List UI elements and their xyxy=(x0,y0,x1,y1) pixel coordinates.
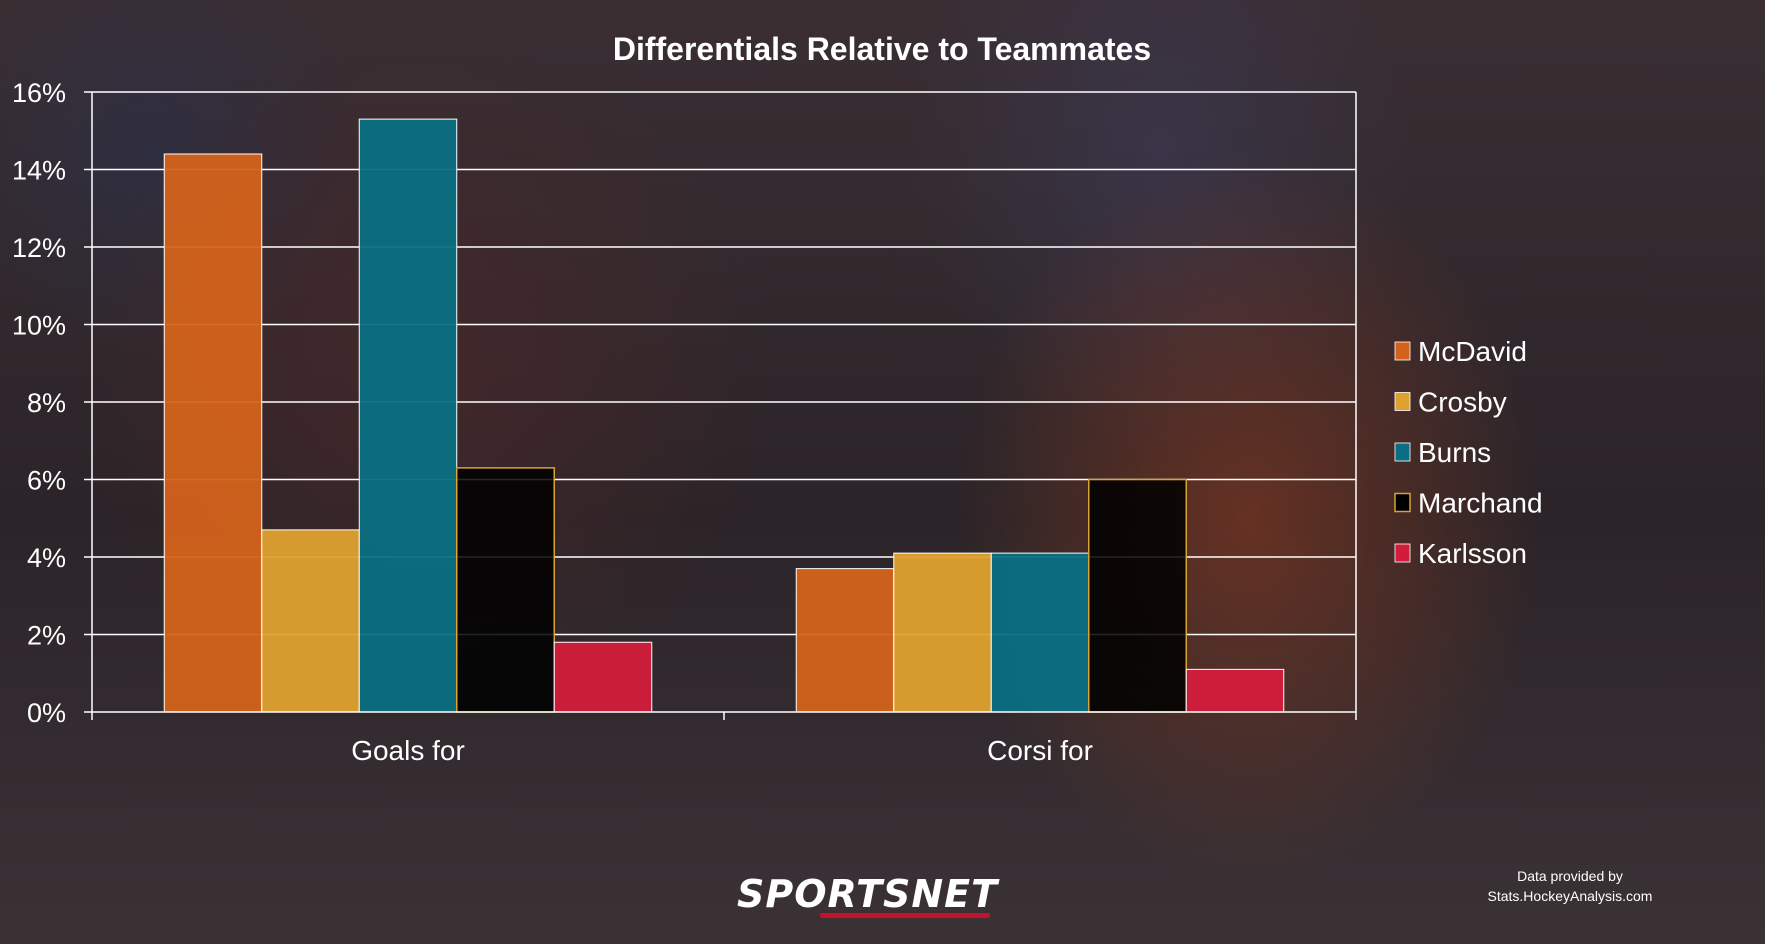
y-tick-label: 4% xyxy=(27,543,66,573)
chart-title: Differentials Relative to Teammates xyxy=(613,31,1151,67)
legend-label-burns: Burns xyxy=(1418,437,1491,468)
y-tick-label: 6% xyxy=(27,466,66,496)
y-axis-ticks: 0% 2% 4% 6% 8% 10% 12% 14% 16% xyxy=(12,78,92,728)
y-tick-label: 16% xyxy=(12,78,66,108)
credit-line-1: Data provided by xyxy=(1517,868,1623,884)
bar-crosby-corsi-for xyxy=(893,552,992,713)
bar-crosby-goals-for xyxy=(261,529,360,713)
x-category-label: Goals for xyxy=(351,735,465,766)
y-tick-label: 14% xyxy=(12,156,66,186)
legend-label-crosby: Crosby xyxy=(1418,387,1507,418)
legend-swatch-karlsson xyxy=(1394,543,1411,563)
data-credit: Data provided by Stats.HockeyAnalysis.co… xyxy=(1470,866,1670,906)
y-tick-label: 12% xyxy=(12,233,66,263)
bar-karlsson-corsi-for xyxy=(1185,668,1285,713)
bar-mcdavid-goals-for xyxy=(163,153,263,713)
legend: McDavid Crosby Burns Marchand Karlsson xyxy=(1394,336,1543,569)
x-axis-categories: Goals for Corsi for xyxy=(351,735,1093,766)
logo-underline xyxy=(820,913,990,918)
bar-burns-corsi-for xyxy=(990,552,1090,713)
legend-label-marchand: Marchand xyxy=(1418,488,1543,519)
bar-marchand-corsi-for xyxy=(1088,478,1187,713)
axes xyxy=(91,92,1357,720)
y-tick-label: 0% xyxy=(27,698,66,728)
bar-karlsson-goals-for xyxy=(553,641,653,713)
x-category-label: Corsi for xyxy=(987,735,1093,766)
bar-burns-goals-for xyxy=(358,118,458,713)
bars xyxy=(163,118,1285,713)
legend-swatch-marchand xyxy=(1394,492,1411,513)
legend-label-mcdavid: McDavid xyxy=(1418,336,1527,367)
legend-label-karlsson: Karlsson xyxy=(1418,538,1527,569)
y-tick-label: 10% xyxy=(12,311,66,341)
credit-line-2: Stats.HockeyAnalysis.com xyxy=(1487,888,1653,904)
legend-swatch-crosby xyxy=(1394,392,1411,411)
legend-swatch-mcdavid xyxy=(1394,341,1411,361)
legend-swatch-burns xyxy=(1394,442,1411,462)
y-tick-label: 8% xyxy=(27,388,66,418)
bar-mcdavid-corsi-for xyxy=(795,568,895,713)
bar-marchand-goals-for xyxy=(456,467,555,713)
y-tick-label: 2% xyxy=(27,621,66,651)
sportsnet-logo: SPORTSNET xyxy=(737,872,999,916)
